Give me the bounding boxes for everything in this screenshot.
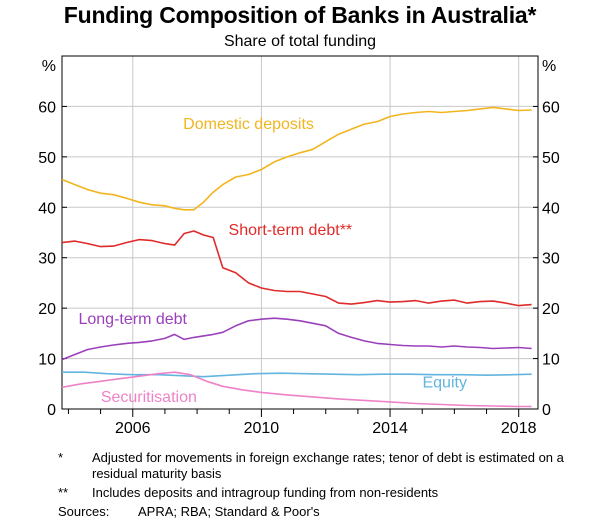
y-tick-left-30: 30 bbox=[38, 251, 56, 268]
footnotes: * Adjusted for movements in foreign exch… bbox=[58, 450, 588, 520]
y-tick-left-40: 40 bbox=[38, 200, 56, 217]
y-tick-left-10: 10 bbox=[38, 352, 56, 369]
sources: Sources: APRA; RBA; Standard & Poor's bbox=[58, 504, 588, 520]
series-label-0: Domestic deposits bbox=[183, 116, 314, 133]
y-tick-right-20: 20 bbox=[542, 301, 560, 318]
y-tick-right-50: 50 bbox=[542, 150, 560, 167]
series-line-1 bbox=[61, 230, 532, 307]
y-tick-right-30: 30 bbox=[542, 251, 560, 268]
series-lines bbox=[61, 106, 532, 408]
footnote-2: ** Includes deposits and intragroup fund… bbox=[58, 485, 588, 501]
y-tick-left-60: 60 bbox=[38, 99, 56, 116]
y-unit-right: % bbox=[542, 58, 556, 75]
series-label-3: Equity bbox=[422, 374, 466, 391]
series-label-4: Securitisation bbox=[101, 389, 197, 406]
axes: 0 0 10 10 20 20 30 30 40 40 50 50 60 60% % 2006 2010 2014… bbox=[38, 55, 560, 437]
y-tick-left-20: 20 bbox=[38, 301, 56, 318]
footnote-2-text: Includes deposits and intragroup funding… bbox=[92, 485, 439, 500]
x-tick-2014: 2014 bbox=[372, 420, 408, 437]
plot-frame bbox=[61, 55, 539, 410]
y-tick-right-0: 0 bbox=[542, 402, 551, 419]
y-tick-left-0: 0 bbox=[47, 402, 56, 419]
series-line-2 bbox=[61, 317, 532, 361]
x-tick-2010: 2010 bbox=[244, 420, 280, 437]
sources-text: APRA; RBA; Standard & Poor's bbox=[138, 504, 320, 519]
x-tick-2018: 2018 bbox=[501, 420, 537, 437]
series-labels: Domestic deposits Short-term debt** Long-t… bbox=[78, 116, 466, 406]
sources-label: Sources: bbox=[58, 504, 110, 519]
footnote-1: * Adjusted for movements in foreign exch… bbox=[58, 450, 588, 482]
y-tick-right-10: 10 bbox=[542, 352, 560, 369]
series-line-4 bbox=[61, 371, 532, 408]
y-tick-left-50: 50 bbox=[38, 150, 56, 167]
series-line-0 bbox=[61, 106, 532, 211]
gridlines bbox=[62, 56, 538, 409]
y-tick-right-60: 60 bbox=[542, 99, 560, 116]
footnote-1-text: Adjusted for movements in foreign exchan… bbox=[92, 450, 564, 481]
x-tick-2006: 2006 bbox=[115, 420, 151, 437]
series-line-3 bbox=[62, 371, 532, 378]
chart-subtitle: Share of total funding bbox=[223, 33, 377, 50]
footnote-1-mark: * bbox=[58, 450, 64, 465]
series-label-2: Long-term debt bbox=[78, 311, 187, 328]
series-label-1: Short-term debt** bbox=[229, 222, 353, 239]
y-tick-right-40: 40 bbox=[542, 200, 560, 217]
footnote-2-mark: ** bbox=[58, 485, 69, 500]
chart-title: Funding Composition of Banks in Australi… bbox=[63, 2, 537, 28]
y-unit-left: % bbox=[42, 58, 56, 75]
